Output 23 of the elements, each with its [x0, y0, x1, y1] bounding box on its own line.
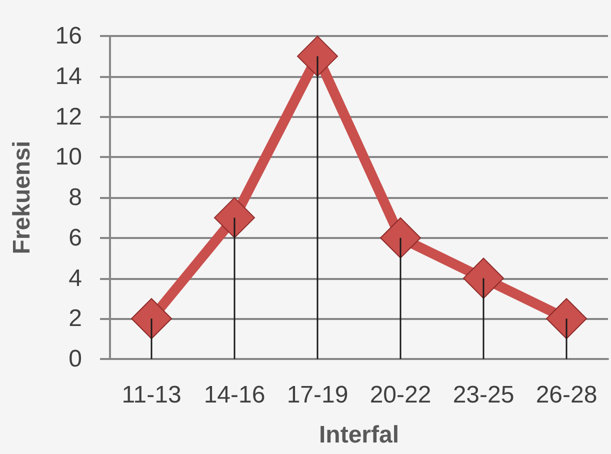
- y-tick-label: 12: [55, 103, 82, 130]
- x-tick-label: 26-28: [536, 382, 598, 408]
- y-tick-label: 16: [55, 22, 82, 50]
- point: [297, 36, 338, 77]
- x-tick-label: 20-22: [370, 382, 432, 408]
- point: [131, 298, 172, 340]
- x-tick-label: 14-16: [204, 382, 266, 408]
- x-tick-label: 11-13: [122, 382, 182, 408]
- y-tick-label: 8: [68, 184, 82, 211]
- point: [380, 217, 421, 258]
- y-tick-label: 14: [55, 62, 82, 90]
- y-tick-label: 0: [68, 346, 82, 372]
- y-tick-label: 4: [68, 264, 82, 292]
- x-tick-label: 17-19: [286, 382, 348, 408]
- y-tick-label: 2: [68, 305, 82, 332]
- y-tick-label: 10: [55, 144, 82, 171]
- point: [214, 197, 255, 238]
- x-tick-label: 23-25: [452, 382, 514, 408]
- y-axis-title: Frekuensi: [8, 140, 36, 254]
- x-axis-title: Interfal: [318, 422, 400, 448]
- point: [546, 298, 587, 340]
- point: [463, 258, 504, 299]
- y-tick-label: 6: [68, 224, 82, 252]
